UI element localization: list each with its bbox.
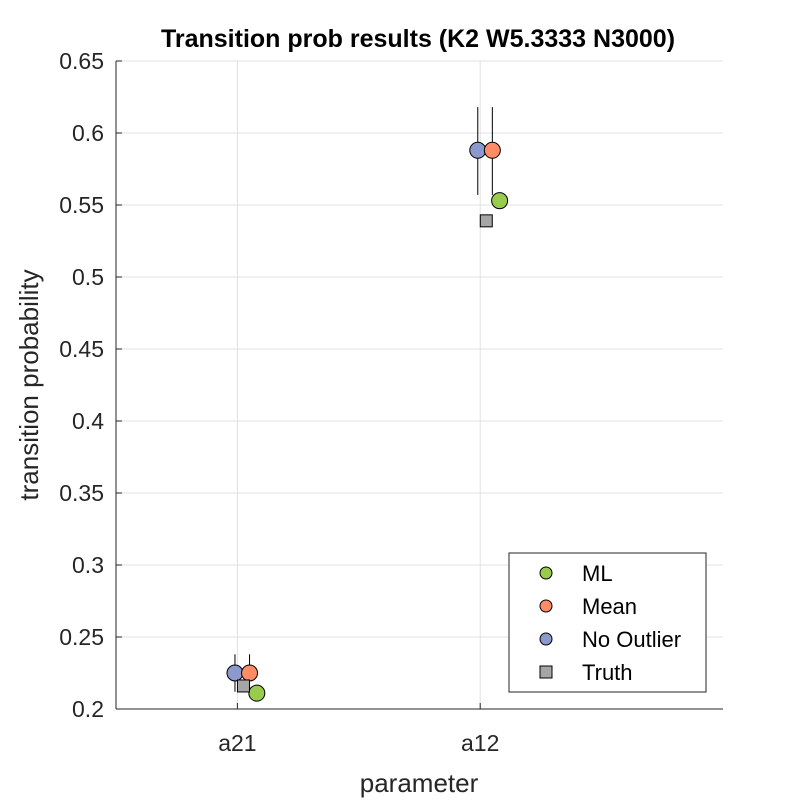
legend-label: Mean bbox=[582, 594, 637, 619]
x-tick-label: a21 bbox=[218, 730, 256, 756]
grid-lines bbox=[116, 60, 723, 710]
y-tick-label: 0.25 bbox=[59, 624, 104, 650]
y-tick-label: 0.65 bbox=[59, 48, 104, 74]
data-points bbox=[226, 141, 509, 702]
legend-label: ML bbox=[582, 561, 613, 586]
point-mean bbox=[241, 664, 259, 682]
x-tick-label: a12 bbox=[461, 730, 499, 756]
legend-marker-no-outlier bbox=[539, 632, 553, 646]
legend-label: No Outlier bbox=[582, 627, 681, 652]
chart-title: Transition prob results (K2 W5.3333 N300… bbox=[161, 25, 675, 53]
point-ml bbox=[248, 684, 266, 702]
x-axis-label: parameter bbox=[360, 768, 479, 798]
legend-marker-ml bbox=[539, 566, 553, 580]
point-mean bbox=[483, 141, 501, 159]
y-tick-label: 0.3 bbox=[72, 552, 104, 578]
axes bbox=[115, 61, 723, 710]
point-no-outlier bbox=[226, 664, 244, 682]
y-tick-label: 0.55 bbox=[59, 192, 104, 218]
y-tick-label: 0.5 bbox=[72, 264, 104, 290]
point-truth bbox=[236, 679, 250, 693]
y-ticks: 0.2 0.25 0.3 0.35 0.4 0.45 0.5 0.55 0.6 0.65 bbox=[59, 48, 122, 722]
y-tick-label: 0.6 bbox=[72, 120, 104, 146]
point-no-outlier bbox=[469, 141, 487, 159]
legend: ML Mean No Outlier Truth bbox=[508, 552, 707, 693]
legend-label: Truth bbox=[582, 660, 633, 685]
legend-marker-mean bbox=[539, 599, 553, 613]
x-ticks: a21 a12 bbox=[218, 703, 499, 756]
point-truth bbox=[479, 214, 493, 228]
y-tick-label: 0.45 bbox=[59, 336, 104, 362]
y-axis-label: transition probability bbox=[14, 269, 44, 500]
legend-marker-truth bbox=[539, 665, 553, 679]
y-tick-label: 0.4 bbox=[72, 408, 104, 434]
y-tick-label: 0.35 bbox=[59, 480, 104, 506]
point-ml bbox=[491, 192, 509, 210]
y-tick-label: 0.2 bbox=[72, 696, 104, 722]
